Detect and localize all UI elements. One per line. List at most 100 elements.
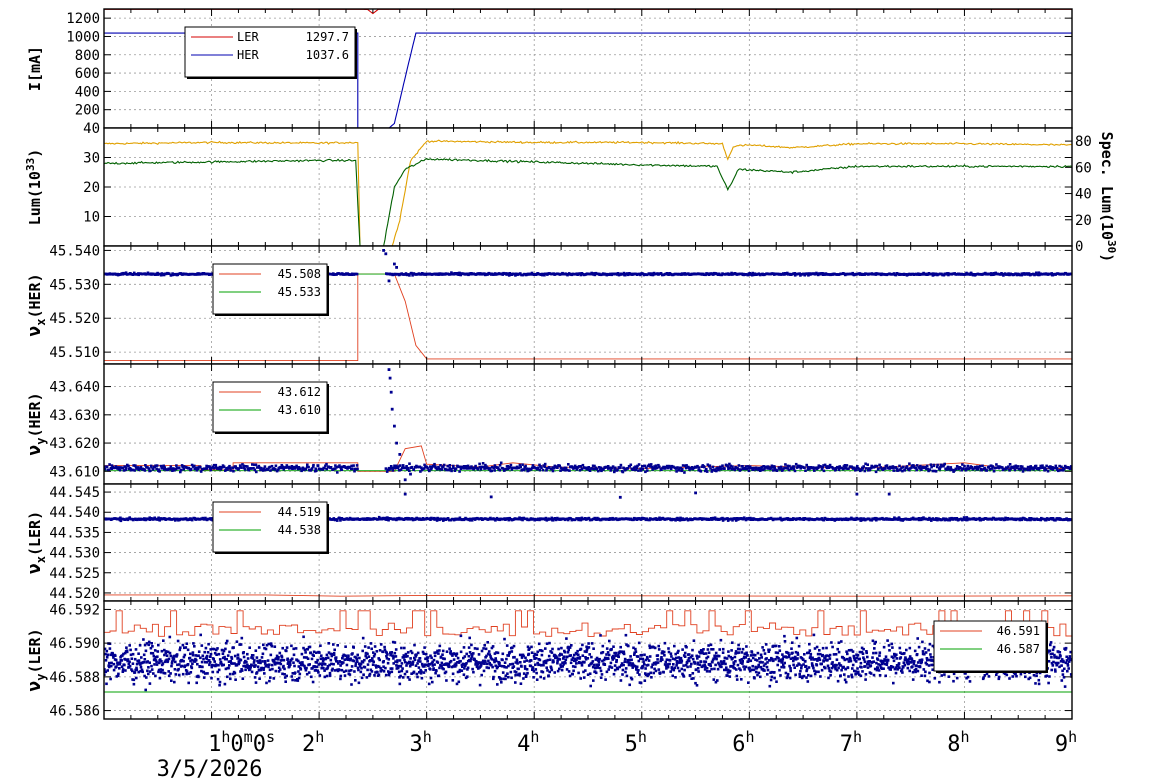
data-point xyxy=(940,518,944,521)
data-point xyxy=(501,273,504,276)
data-point xyxy=(545,469,548,472)
data-point xyxy=(361,660,365,664)
data-point xyxy=(262,666,266,670)
data-point xyxy=(634,465,637,468)
data-point xyxy=(140,272,144,276)
data-point xyxy=(988,467,992,471)
data-point xyxy=(104,673,106,676)
data-point xyxy=(626,467,630,470)
data-point xyxy=(936,518,939,522)
data-point xyxy=(516,662,519,665)
data-point xyxy=(654,467,657,470)
y-tick-label: 44.530 xyxy=(49,546,100,562)
data-point xyxy=(246,663,249,667)
data-point xyxy=(837,468,841,471)
data-point xyxy=(154,464,157,467)
data-point xyxy=(590,467,594,470)
data-point xyxy=(200,660,204,664)
data-point xyxy=(853,466,856,470)
data-point xyxy=(493,669,497,673)
data-point xyxy=(104,659,108,662)
data-point xyxy=(212,463,216,467)
data-point xyxy=(553,464,557,468)
data-point xyxy=(111,652,114,656)
data-point xyxy=(406,654,409,658)
data-point xyxy=(354,467,358,471)
data-point xyxy=(451,672,455,676)
data-point xyxy=(298,661,302,664)
data-point xyxy=(126,659,129,663)
data-point xyxy=(121,654,124,657)
data-point xyxy=(242,651,245,654)
data-point xyxy=(423,272,426,276)
data-point xyxy=(916,517,919,521)
data-point xyxy=(441,517,444,521)
data-point xyxy=(222,465,226,468)
data-point xyxy=(372,655,376,658)
data-point xyxy=(238,464,242,467)
data-point xyxy=(919,272,923,276)
data-point xyxy=(327,642,330,645)
data-point xyxy=(433,663,436,666)
data-point xyxy=(145,642,149,645)
data-point xyxy=(231,466,235,470)
data-point xyxy=(365,676,369,679)
data-point xyxy=(1044,468,1048,471)
data-point xyxy=(418,657,422,660)
data-point xyxy=(1039,464,1042,468)
data-point xyxy=(233,654,237,658)
data-point xyxy=(142,653,146,657)
data-point xyxy=(276,468,280,472)
data-point xyxy=(160,660,163,663)
data-point xyxy=(405,670,409,673)
data-point xyxy=(356,660,359,663)
data-point xyxy=(320,664,324,667)
data-point xyxy=(445,468,449,472)
data-point xyxy=(939,463,943,467)
data-point xyxy=(1035,467,1039,471)
data-point xyxy=(254,463,258,467)
data-point xyxy=(1069,467,1072,471)
data-point xyxy=(240,669,244,672)
data-point xyxy=(512,665,516,668)
data-point xyxy=(434,273,438,276)
data-point xyxy=(929,463,933,466)
data-point xyxy=(886,518,889,521)
data-point xyxy=(779,465,783,469)
data-point xyxy=(352,464,355,467)
data-point xyxy=(123,651,127,655)
data-point xyxy=(494,657,497,660)
data-point xyxy=(753,466,756,470)
data-point xyxy=(859,517,863,520)
outlier-point xyxy=(855,492,859,496)
data-point xyxy=(1035,271,1038,275)
data-point xyxy=(411,663,415,666)
data-point xyxy=(154,659,158,662)
data-point xyxy=(226,468,229,471)
data-point xyxy=(864,462,867,466)
data-point xyxy=(840,272,843,276)
data-point xyxy=(127,464,130,468)
data-point xyxy=(427,682,431,686)
data-point xyxy=(457,273,460,276)
data-point xyxy=(408,462,411,465)
data-point xyxy=(244,468,247,471)
data-point xyxy=(544,516,548,520)
y-axis-label: I[mA] xyxy=(26,46,44,91)
data-point xyxy=(354,664,357,668)
outlier-point xyxy=(395,266,398,269)
data-point xyxy=(376,671,379,674)
outlier-point xyxy=(395,441,398,445)
data-point xyxy=(954,467,958,471)
data-point xyxy=(416,651,420,655)
data-point xyxy=(478,465,482,469)
data-point xyxy=(143,469,147,472)
data-point xyxy=(211,670,215,674)
data-point xyxy=(297,659,300,663)
data-point xyxy=(875,518,878,522)
data-point xyxy=(254,649,258,652)
data-point xyxy=(215,664,219,667)
data-point xyxy=(449,650,452,653)
data-point xyxy=(244,668,247,672)
data-point xyxy=(842,272,845,275)
